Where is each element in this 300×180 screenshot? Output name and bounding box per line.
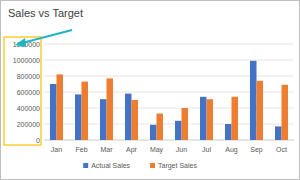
x-tick-label: Sep — [250, 146, 263, 154]
legend: Actual Sales Target Sales — [83, 162, 197, 170]
bar — [57, 74, 64, 140]
x-tick-label: Feb — [75, 146, 87, 153]
y-tick-label: 1000000 — [13, 57, 40, 64]
legend-swatch — [150, 163, 155, 168]
bar — [275, 126, 282, 140]
bar — [150, 125, 157, 140]
chart-title: Sales vs Target — [8, 7, 83, 19]
y-tick-label: 200000 — [17, 121, 40, 128]
grid-line — [44, 60, 294, 61]
bar — [257, 81, 264, 140]
bar — [107, 78, 114, 140]
y-tick-label: 800000 — [17, 73, 40, 80]
legend-swatch — [83, 163, 88, 168]
chart-container: Sales vs Target 0 200000 400000 600000 800000… — [0, 0, 300, 180]
bars — [50, 61, 288, 140]
legend-label: Target Sales — [158, 162, 197, 170]
bar — [50, 84, 57, 140]
bar — [250, 61, 257, 140]
bar — [282, 85, 289, 140]
bar — [157, 114, 164, 140]
arrow-head — [15, 38, 26, 47]
legend-label: Actual Sales — [91, 162, 130, 169]
x-tick-label: Jun — [176, 146, 187, 153]
x-tick-label: Apr — [126, 146, 138, 154]
x-tick-label: Mar — [100, 146, 113, 153]
x-tick-label: Aug — [225, 146, 238, 154]
bar — [82, 82, 89, 140]
bar — [182, 108, 189, 140]
x-tick-label: Jul — [202, 146, 211, 153]
chart-svg: Sales vs Target 0 200000 400000 600000 800000… — [0, 0, 300, 180]
y-tick-label: 600000 — [17, 89, 40, 96]
bar — [207, 99, 214, 140]
bar — [232, 97, 239, 140]
x-tick-label: May — [150, 146, 164, 154]
axis-highlight — [4, 37, 41, 145]
bar — [200, 97, 207, 140]
y-tick-label: 400000 — [17, 105, 40, 112]
bar — [175, 121, 182, 140]
bar — [225, 124, 232, 140]
bar — [100, 99, 107, 140]
pointer-arrow — [15, 30, 72, 47]
bar — [132, 100, 139, 140]
arrow-shaft — [22, 30, 72, 43]
x-tick-label: Oct — [276, 146, 287, 153]
bar — [125, 94, 132, 140]
bar — [75, 94, 82, 140]
grid-line — [44, 44, 294, 45]
chart-frame — [1, 1, 300, 180]
x-tick-label: Jan — [51, 146, 62, 153]
y-tick-label: 0 — [36, 137, 40, 144]
